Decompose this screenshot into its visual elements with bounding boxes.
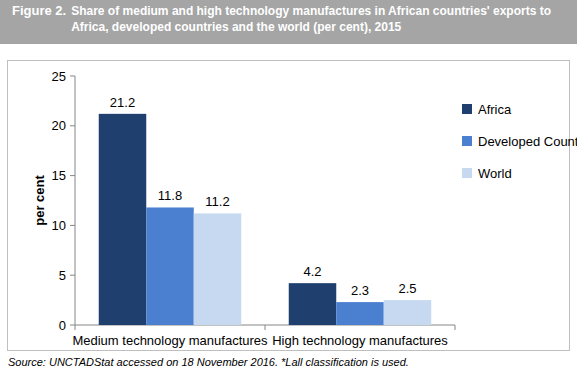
y-tick-label: 10 xyxy=(52,218,66,233)
legend-swatch xyxy=(462,136,472,146)
y-tick-label: 0 xyxy=(59,318,66,333)
y-tick xyxy=(70,175,75,176)
title: Share of medium and high technology manu… xyxy=(71,3,569,44)
data-label: 2.3 xyxy=(351,283,369,298)
legend-swatch xyxy=(462,104,472,114)
y-tick xyxy=(70,225,75,226)
bar xyxy=(99,114,147,325)
y-tick xyxy=(70,325,75,326)
title-banner: Figure 2.Share of medium and high techno… xyxy=(0,0,577,44)
bar xyxy=(289,283,337,325)
y-tick-label: 15 xyxy=(52,168,66,183)
bar xyxy=(194,213,242,325)
bar xyxy=(384,300,432,325)
bar xyxy=(336,302,384,325)
data-label: 21.2 xyxy=(110,95,135,110)
chart: 0 5 10 15 20 25 per cent Medium technology manu… xyxy=(0,0,577,372)
x-tick xyxy=(455,325,456,330)
data-label: 2.5 xyxy=(398,281,416,296)
legend-swatch xyxy=(462,168,472,178)
y-tick-label: 20 xyxy=(52,118,66,133)
x-tick-label: High technology manufactures xyxy=(272,333,448,348)
bars xyxy=(99,114,432,325)
data-label: 4.2 xyxy=(303,264,321,279)
data-label: 11.8 xyxy=(158,188,182,203)
chart-frame xyxy=(8,61,570,351)
x-tick xyxy=(265,325,266,330)
legend-label: World xyxy=(478,166,512,181)
legend-label: Developed Countries xyxy=(478,134,577,149)
y-tick xyxy=(70,125,75,126)
source-note: Source: UNCTADStat accessed on 18 Novemb… xyxy=(8,356,409,368)
data-label: 11.2 xyxy=(205,194,229,209)
x-tick-label: Medium technology manufactures xyxy=(72,333,268,348)
y-tick-label: 5 xyxy=(59,268,66,283)
figure-label: Figure 2. xyxy=(12,3,66,44)
y-tick-label: 25 xyxy=(52,69,66,84)
legend-label: Africa xyxy=(478,102,512,117)
bar xyxy=(146,207,194,325)
y-tick xyxy=(70,76,75,77)
y-tick xyxy=(70,275,75,276)
x-tick xyxy=(75,325,76,330)
y-axis-label: per cent xyxy=(32,175,47,226)
y-axis xyxy=(75,76,76,325)
